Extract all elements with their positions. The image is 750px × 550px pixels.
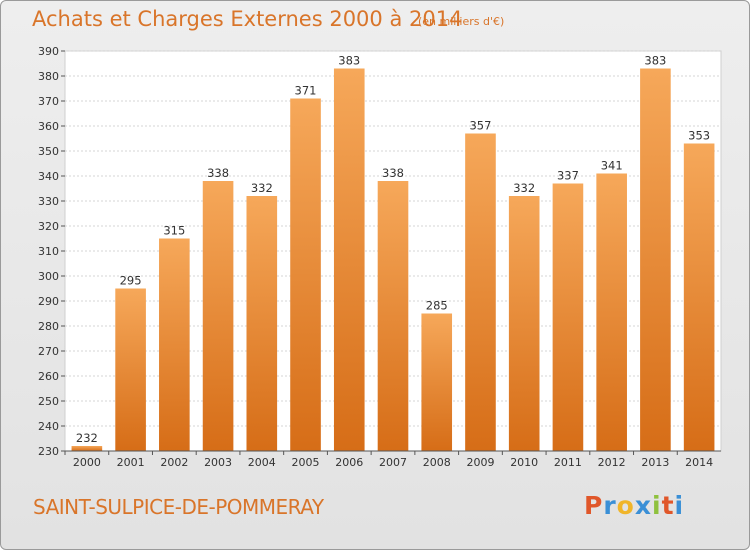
x-tick-label: 2007 xyxy=(379,456,407,469)
bar-2009 xyxy=(465,133,496,451)
y-tick-label: 230 xyxy=(38,445,59,458)
bar-2011 xyxy=(552,183,584,451)
bar-2003 xyxy=(202,181,234,451)
value-label-2001: 295 xyxy=(120,274,142,288)
x-tick-label: 2004 xyxy=(248,456,276,469)
x-tick-label: 2002 xyxy=(160,456,188,469)
x-tick-label: 2000 xyxy=(73,456,101,469)
value-label-2005: 371 xyxy=(295,84,317,98)
bar-2014 xyxy=(683,143,715,451)
value-label-2004: 332 xyxy=(251,181,273,195)
y-tick-label: 300 xyxy=(38,270,59,283)
x-tick-label: 2011 xyxy=(554,456,582,469)
y-tick-label: 360 xyxy=(38,120,59,133)
x-tick-label: 2009 xyxy=(466,456,494,469)
y-tick-label: 310 xyxy=(38,245,59,258)
y-axis: 230 240 250 260 270 280 290 300 310 320 330 340 350 3… xyxy=(38,45,65,458)
value-label-2008: 285 xyxy=(426,299,448,313)
x-axis: 2000 2001 2002 2003 2004 2005 2006 2007 2008 2009… xyxy=(64,450,721,469)
chart-subtitle: (en milliers d'€) xyxy=(418,15,505,28)
value-label-2013: 383 xyxy=(644,54,666,68)
bar-2004 xyxy=(246,196,278,451)
bar-2000 xyxy=(71,446,103,451)
y-tick-label: 350 xyxy=(38,145,59,158)
bar-2002 xyxy=(159,238,190,451)
bar-2013 xyxy=(640,68,671,451)
x-tick-label: 2010 xyxy=(510,456,538,469)
value-label-2000: 232 xyxy=(76,431,98,445)
y-tick-label: 390 xyxy=(38,45,59,58)
y-tick-label: 380 xyxy=(38,70,59,83)
x-tick-label: 2014 xyxy=(685,456,713,469)
value-label-2010: 332 xyxy=(513,181,535,195)
x-tick-label: 2013 xyxy=(641,456,669,469)
x-tick-label: 2008 xyxy=(423,456,451,469)
y-tick-label: 320 xyxy=(38,220,59,233)
y-tick-label: 240 xyxy=(38,420,59,433)
y-tick-label: 330 xyxy=(38,195,59,208)
commune-name: SAINT-SULPICE-DE-POMMERAY xyxy=(33,495,324,519)
value-label-2011: 337 xyxy=(557,169,579,183)
proxiti-logo[interactable]: Proxiti xyxy=(584,491,685,520)
bar-2012 xyxy=(596,173,627,451)
y-tick-label: 280 xyxy=(38,320,59,333)
bar-2006 xyxy=(333,68,365,451)
x-tick-label: 2005 xyxy=(292,456,320,469)
y-tick-label: 370 xyxy=(38,95,59,108)
bar-2008 xyxy=(421,313,453,451)
value-label-2003: 338 xyxy=(207,166,229,180)
value-label-2007: 338 xyxy=(382,166,404,180)
y-tick-label: 340 xyxy=(38,170,59,183)
x-tick-label: 2003 xyxy=(204,456,232,469)
value-label-2014: 353 xyxy=(688,129,710,143)
y-tick-label: 260 xyxy=(38,370,59,383)
x-tick-label: 2001 xyxy=(117,456,145,469)
value-label-2002: 315 xyxy=(163,224,185,238)
bar-2010 xyxy=(508,196,540,451)
value-label-2006: 383 xyxy=(338,54,360,68)
bar-2001 xyxy=(115,288,146,451)
bars: 232 295 315 338 332 371 383 338 285 357 332 337 341 3… xyxy=(71,54,715,451)
y-tick-label: 290 xyxy=(38,295,59,308)
value-label-2009: 357 xyxy=(469,119,491,133)
chart-title: Achats et Charges Externes 2000 à 2014 xyxy=(32,7,463,31)
bar-2005 xyxy=(290,98,321,451)
y-tick-label: 250 xyxy=(38,395,59,408)
y-tick-label: 270 xyxy=(38,345,59,358)
x-tick-label: 2012 xyxy=(598,456,626,469)
x-tick-label: 2006 xyxy=(335,456,363,469)
bar-2007 xyxy=(377,181,409,451)
value-label-2012: 341 xyxy=(601,159,623,173)
